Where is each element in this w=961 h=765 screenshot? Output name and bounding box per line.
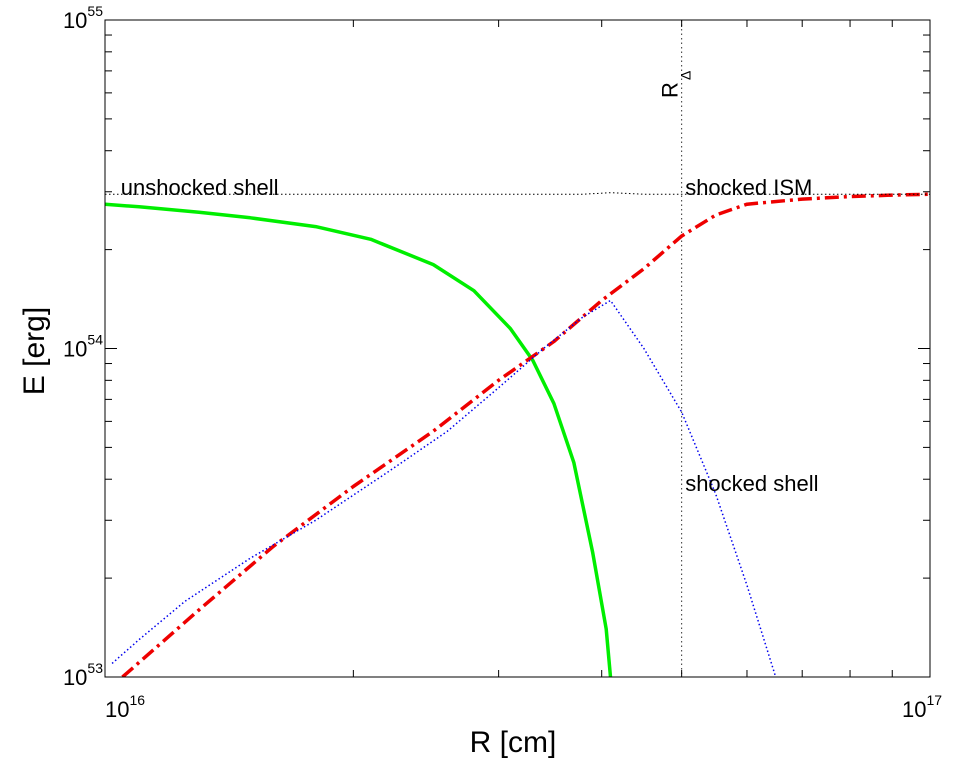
series-line-shocked_ism [121,192,930,677]
x-tick-label-17: 1017 [902,692,942,722]
annotation-shocked-shell: shocked shell [685,471,818,496]
annotation-unshocked-shell: unshocked shell [121,175,279,200]
y-tick-label-55-base: 10 [63,8,87,33]
x-tick-label-17-base: 10 [902,697,926,722]
y-tick-label-53-base: 10 [63,665,87,690]
series-line-total [105,192,930,195]
x-axis-label: R [cm] [470,726,557,759]
x-tick-label-17-exp: 17 [926,692,942,708]
annotation-shocked-ism: shocked ISM [685,175,812,200]
x-tick-label-16-base: 10 [105,697,129,722]
series-line-unshocked [105,202,613,677]
y-axis-label: E [erg] [18,307,51,395]
y-tick-label-53-exp: 53 [87,660,103,676]
y-tick-label-54-exp: 54 [87,332,103,348]
y-tick-label-55: 1055 [63,3,103,33]
x-tick-label-16: 1016 [105,692,145,722]
y-tick-label-53: 1053 [63,660,103,690]
plot-area [105,20,930,677]
y-tick-label-54-base: 10 [63,337,87,362]
r-delta-label-main: R [658,82,683,98]
r-delta-label-sub: Δ [678,71,694,80]
r-delta-label: R Δ [658,71,694,98]
y-tick-label-55-exp: 55 [87,3,103,19]
x-tick-label-16-exp: 16 [129,692,145,708]
y-tick-label-54: 1054 [63,332,103,362]
series-group [105,20,930,677]
